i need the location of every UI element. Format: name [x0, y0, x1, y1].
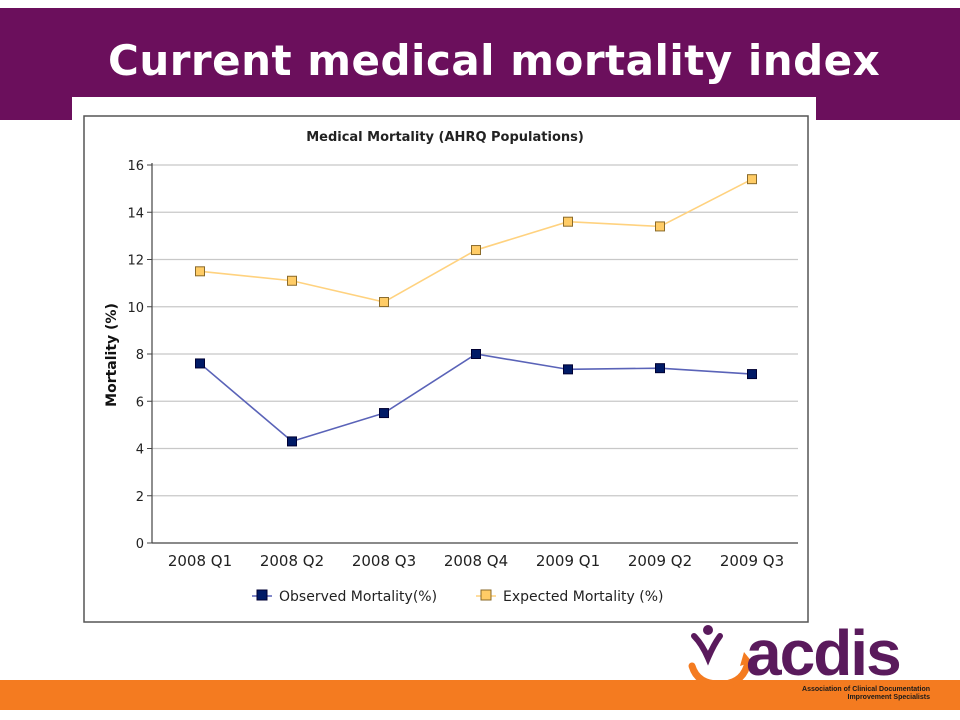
x-tick-label: 2009 Q1	[536, 552, 600, 570]
series	[195, 174, 757, 447]
observed-legend-label: Observed Mortality(%)	[279, 589, 437, 605]
y-tick-label: 2	[136, 490, 144, 505]
y-tick-label: 4	[136, 443, 144, 458]
expected-data-point	[471, 245, 481, 256]
logo-tagline-line1: Association of Clinical Documentation	[802, 686, 930, 693]
observed-data-point	[655, 363, 665, 374]
footer-bar	[0, 680, 960, 710]
logo-tagline: Association of Clinical Documentation Im…	[730, 686, 930, 702]
mortality-line-chart: Medical Mortality (AHRQ Populations) Mor…	[83, 115, 809, 623]
expected-data-point	[195, 266, 205, 277]
x-tick-label: 2009 Q3	[720, 552, 784, 570]
legend: Observed Mortality(%) Expected Mortality …	[252, 589, 663, 605]
logo-tagline-line2: Improvement Specialists	[847, 694, 930, 701]
y-tick-label: 12	[127, 254, 144, 269]
x-tick-label: 2008 Q2	[260, 552, 324, 570]
expected-data-point	[747, 174, 757, 185]
y-tick-label: 0	[136, 537, 144, 552]
expected-data-point	[655, 221, 665, 232]
x-tick-label: 2008 Q3	[352, 552, 416, 570]
axes	[151, 163, 798, 544]
observed-data-point	[287, 436, 297, 447]
observed-data-point	[471, 349, 481, 359]
x-tick-label: 2008 Q4	[444, 552, 508, 570]
slide-title: Current medical mortality index	[108, 36, 881, 85]
y-tick-label: 14	[127, 206, 144, 221]
expected-legend-marker	[480, 589, 492, 601]
person-swoosh-icon	[688, 625, 752, 688]
observed-legend-marker	[256, 589, 268, 601]
y-tick-labels: 0 2 4 6 8 10 12 14 16	[127, 159, 144, 552]
x-tick-labels: 2008 Q1 2008 Q2 2008 Q3 2008 Q4 2009 Q1 2009 …	[168, 552, 784, 570]
y-tick-label: 16	[127, 159, 144, 174]
acdis-logo: acdis Association of Clinical Documentat…	[684, 620, 934, 710]
x-tick-label: 2008 Q1	[168, 552, 232, 570]
y-axis-label: Mortality (%)	[104, 303, 120, 407]
grid-lines	[147, 164, 798, 544]
y-tick-label: 8	[136, 348, 144, 363]
observed-data-point	[379, 408, 389, 419]
expected-data-point	[563, 216, 573, 227]
observed-data-point	[195, 358, 205, 369]
expected-data-point	[287, 275, 297, 286]
chart-title: Medical Mortality (AHRQ Populations)	[306, 130, 584, 145]
chart-frame	[83, 115, 809, 623]
y-tick-label: 10	[127, 301, 144, 316]
expected-data-point	[379, 297, 389, 308]
x-tick-label: 2009 Q2	[628, 552, 692, 570]
observed-data-point	[563, 364, 573, 375]
y-tick-label: 6	[136, 395, 144, 410]
logo-wordmark: acdis	[746, 617, 902, 689]
expected-legend-label: Expected Mortality (%)	[503, 589, 663, 605]
observed-data-point	[747, 369, 757, 380]
chart-panel: Medical Mortality (AHRQ Populations) Mor…	[72, 97, 816, 632]
